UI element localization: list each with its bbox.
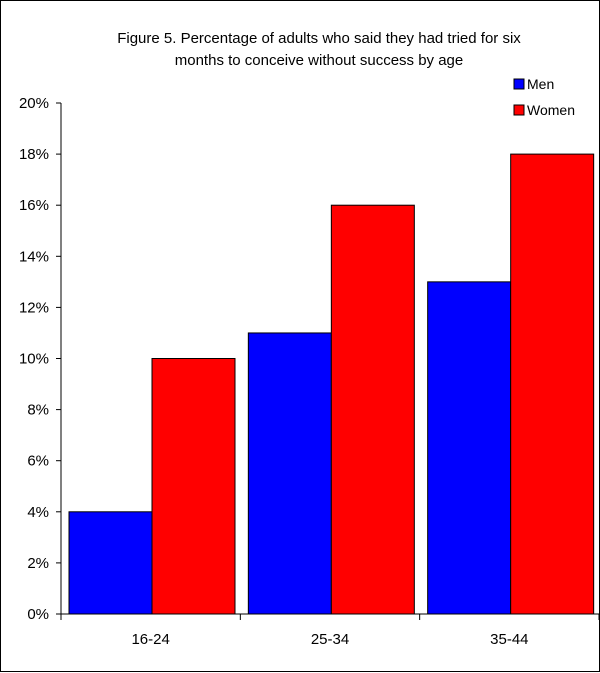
bar-women-16-24 <box>151 358 236 615</box>
y-tick-label: 10% <box>19 351 49 368</box>
y-tick-label: 16% <box>19 197 49 214</box>
bar-women-25-34 <box>330 204 415 615</box>
chart-title-line-1: Figure 5. Percentage of adults who said … <box>117 30 521 47</box>
y-tick-label: 2% <box>27 555 49 572</box>
y-tick-label: 14% <box>19 248 49 265</box>
y-axis-ticks: 0% 2% 4% 6% 8% 10% 12% 14% 16% 18% 20% <box>19 95 61 623</box>
legend-swatch-men <box>513 78 525 90</box>
legend: Men Women <box>513 76 575 118</box>
y-tick-label: 4% <box>27 504 49 521</box>
y-tick-label: 0% <box>27 606 49 623</box>
bars <box>68 153 595 615</box>
y-tick-label: 18% <box>19 146 49 163</box>
bar-women-35-44 <box>510 153 595 615</box>
legend-swatch-women <box>513 104 525 116</box>
y-tick-label: 20% <box>19 95 49 112</box>
bar-men-16-24 <box>68 511 153 615</box>
y-tick-label: 6% <box>27 453 49 470</box>
x-axis-ticks: 16-24 25-34 35-44 <box>60 614 600 648</box>
chart-title-line-2: months to conceive without success by ag… <box>175 52 464 69</box>
y-tick-label: 8% <box>27 402 49 419</box>
x-tick-label: 35-44 <box>490 631 528 648</box>
x-tick-label: 16-24 <box>131 631 169 648</box>
legend-label-men: Men <box>527 76 554 92</box>
legend-label-women: Women <box>527 102 575 118</box>
bar-men-35-44 <box>427 281 512 615</box>
bar-men-25-34 <box>247 332 332 615</box>
y-tick-label: 12% <box>19 299 49 316</box>
x-tick-label: 25-34 <box>311 631 349 648</box>
